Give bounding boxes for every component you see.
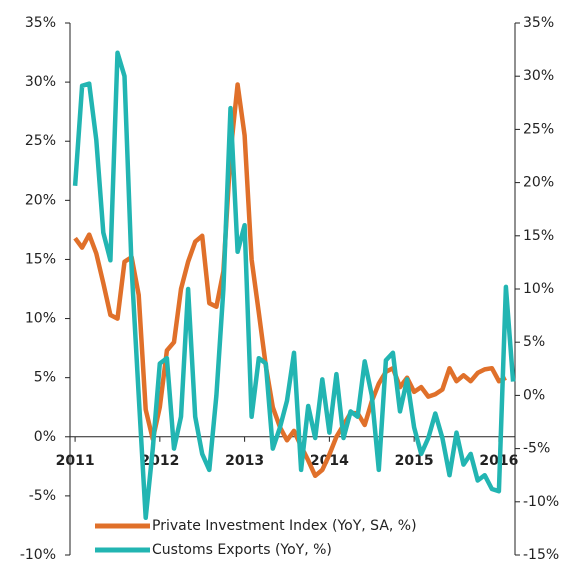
y2-tick-label: 5% — [523, 334, 545, 350]
y-tick-label: 5% — [34, 370, 56, 386]
x-tick-label: 2011 — [56, 453, 95, 469]
y-tick-label: 15% — [25, 251, 56, 267]
y2-tick-label: 30% — [523, 68, 554, 84]
x-tick-label: 2015 — [395, 453, 434, 469]
y2-tick-label: 20% — [523, 175, 554, 191]
y2-tick-label: 10% — [523, 281, 554, 297]
y-tick-label: 25% — [25, 133, 56, 149]
y2-tick-label: 25% — [523, 121, 554, 137]
y2-tick-label: -15% — [523, 547, 559, 562]
legend-label: Private Investment Index (YoY, SA, %) — [152, 518, 417, 534]
series-line — [72, 50, 516, 521]
y2-tick-label: -10% — [523, 494, 559, 510]
x-tick-label: 2012 — [140, 453, 179, 469]
y-tick-label: 0% — [34, 429, 56, 445]
y2-tick-label: -5% — [523, 441, 550, 457]
x-tick-label: 2013 — [225, 453, 264, 469]
y-tick-label: 30% — [25, 74, 56, 90]
legend-label: Customs Exports (YoY, %) — [152, 542, 332, 558]
y2-tick-label: 35% — [523, 15, 554, 31]
y2-tick-label: 15% — [523, 228, 554, 244]
y-tick-label: 35% — [25, 15, 56, 31]
y-tick-label: 20% — [25, 192, 56, 208]
y-tick-label: -5% — [29, 488, 56, 504]
x-tick-label: 2014 — [310, 453, 349, 469]
series-line — [73, 82, 507, 479]
y2-tick-label: 0% — [523, 387, 545, 403]
y-tick-label: -10% — [20, 547, 56, 562]
y-tick-label: 10% — [25, 311, 56, 327]
